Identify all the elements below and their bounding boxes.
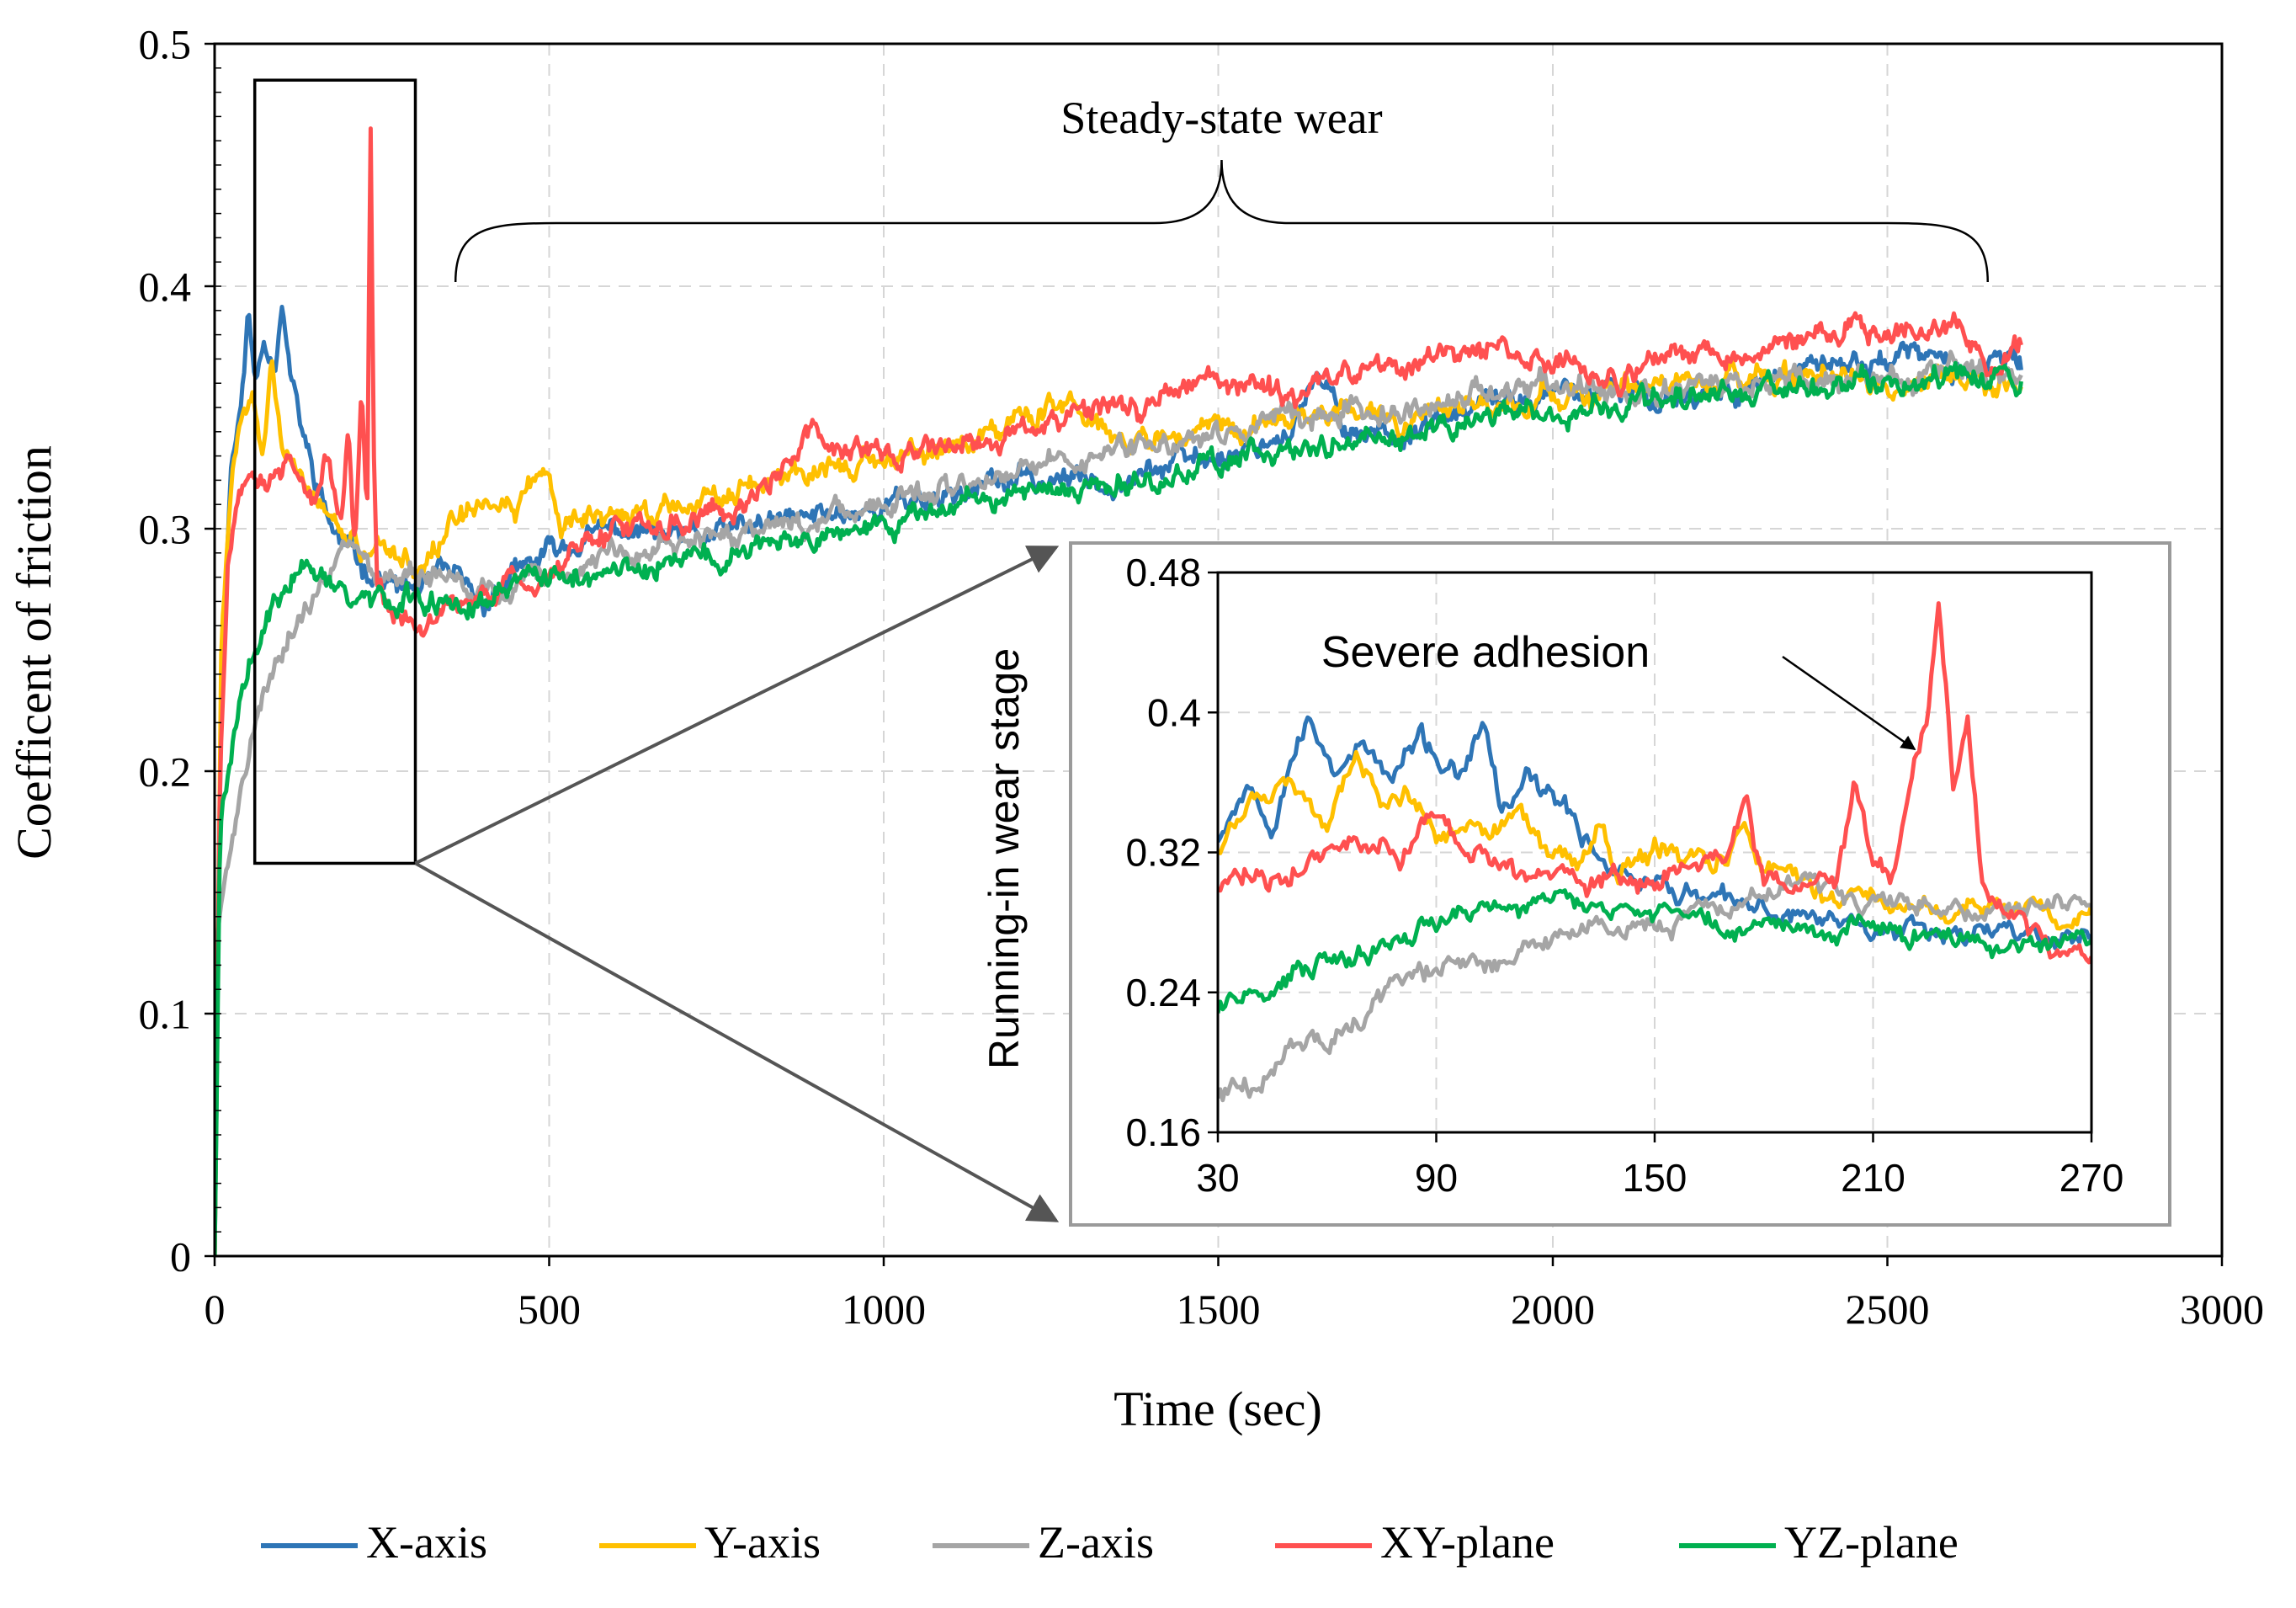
steady-state-brace [454, 159, 1989, 283]
x-tick-label: 0 [205, 1286, 226, 1333]
y-tick-label: 0 [170, 1233, 191, 1281]
x-tick-label: 2000 [1511, 1286, 1595, 1333]
legend: X-axis Y-axis Z-axis XY-plane YZ-plane [261, 1517, 1959, 1568]
x-tick-label: 270 [2059, 1156, 2124, 1200]
y-axis-title: Coefficent of friction [7, 445, 61, 860]
x-tick-label: 90 [1415, 1156, 1458, 1200]
legend-label-xy-plane: XY-plane [1380, 1517, 1555, 1568]
main-x-tick-labels: 0 500 1000 1500 2000 2500 3000 [205, 1286, 2265, 1333]
zoom-box [252, 78, 417, 865]
legend-label-y-axis: Y-axis [704, 1517, 821, 1568]
x-tick-label: 2500 [1846, 1286, 1930, 1333]
severe-arrow-line [1782, 655, 1916, 751]
zoom-arrows [414, 546, 1060, 1222]
inset-x-tick-labels: 30 90 150 210 270 [1196, 1156, 2123, 1200]
x-tick-label: 30 [1196, 1156, 1239, 1200]
legend-label-yz-plane: YZ-plane [1784, 1517, 1959, 1568]
inset-gridlines [1218, 572, 2091, 1132]
series-line-yz-plane [1218, 888, 2091, 1014]
severe-adhesion-label: Severe adhesion [1321, 628, 1650, 677]
series-line-yz-plane [215, 360, 2023, 1256]
y-tick-label: 0.4 [1147, 690, 1201, 734]
main-series-lines [215, 126, 2023, 1256]
inset-axis-ticks [1208, 571, 2093, 1142]
y-tick-label: 0.32 [1125, 831, 1201, 875]
x-tick-label: 150 [1623, 1156, 1687, 1200]
y-tick-label: 0.4 [139, 264, 192, 311]
series-line-xy-plane [1218, 601, 2091, 965]
x-tick-label: 1000 [842, 1286, 926, 1333]
steady-state-label: Steady-state wear [1060, 93, 1382, 143]
y-tick-label: 0.3 [139, 506, 192, 553]
y-tick-label: 0.1 [139, 991, 192, 1038]
y-tick-label: 0.5 [139, 21, 192, 68]
legend-label-z-axis: Z-axis [1038, 1517, 1154, 1568]
series-line-y-axis [1218, 749, 2091, 931]
y-tick-label: 0.16 [1125, 1110, 1201, 1154]
inset-y-axis-title: Running-in wear stage [981, 648, 1028, 1069]
zoom-arrow-top [414, 546, 1060, 865]
x-tick-label: 3000 [2180, 1286, 2264, 1333]
series-line-z-axis [1218, 871, 2091, 1103]
main-y-tick-labels: 0 0.1 0.2 0.3 0.4 0.5 [139, 21, 192, 1281]
zoom-arrow-bottom [414, 861, 1060, 1222]
inset-y-tick-labels: 0.16 0.24 0.32 0.4 0.48 [1125, 551, 1201, 1154]
y-tick-label: 0.24 [1125, 971, 1201, 1014]
y-tick-label: 0.48 [1125, 551, 1201, 594]
x-tick-label: 1500 [1177, 1286, 1261, 1333]
main-axis-ticks [205, 42, 2224, 1266]
x-axis-title: Time (sec) [1113, 1382, 1322, 1436]
inset-series-lines [1218, 601, 2091, 1103]
x-tick-label: 210 [1841, 1156, 1905, 1200]
severe-adhesion-arrow [1782, 655, 1916, 751]
y-tick-label: 0.2 [139, 748, 192, 796]
legend-label-x-axis: X-axis [366, 1517, 487, 1568]
x-tick-label: 500 [518, 1286, 581, 1333]
